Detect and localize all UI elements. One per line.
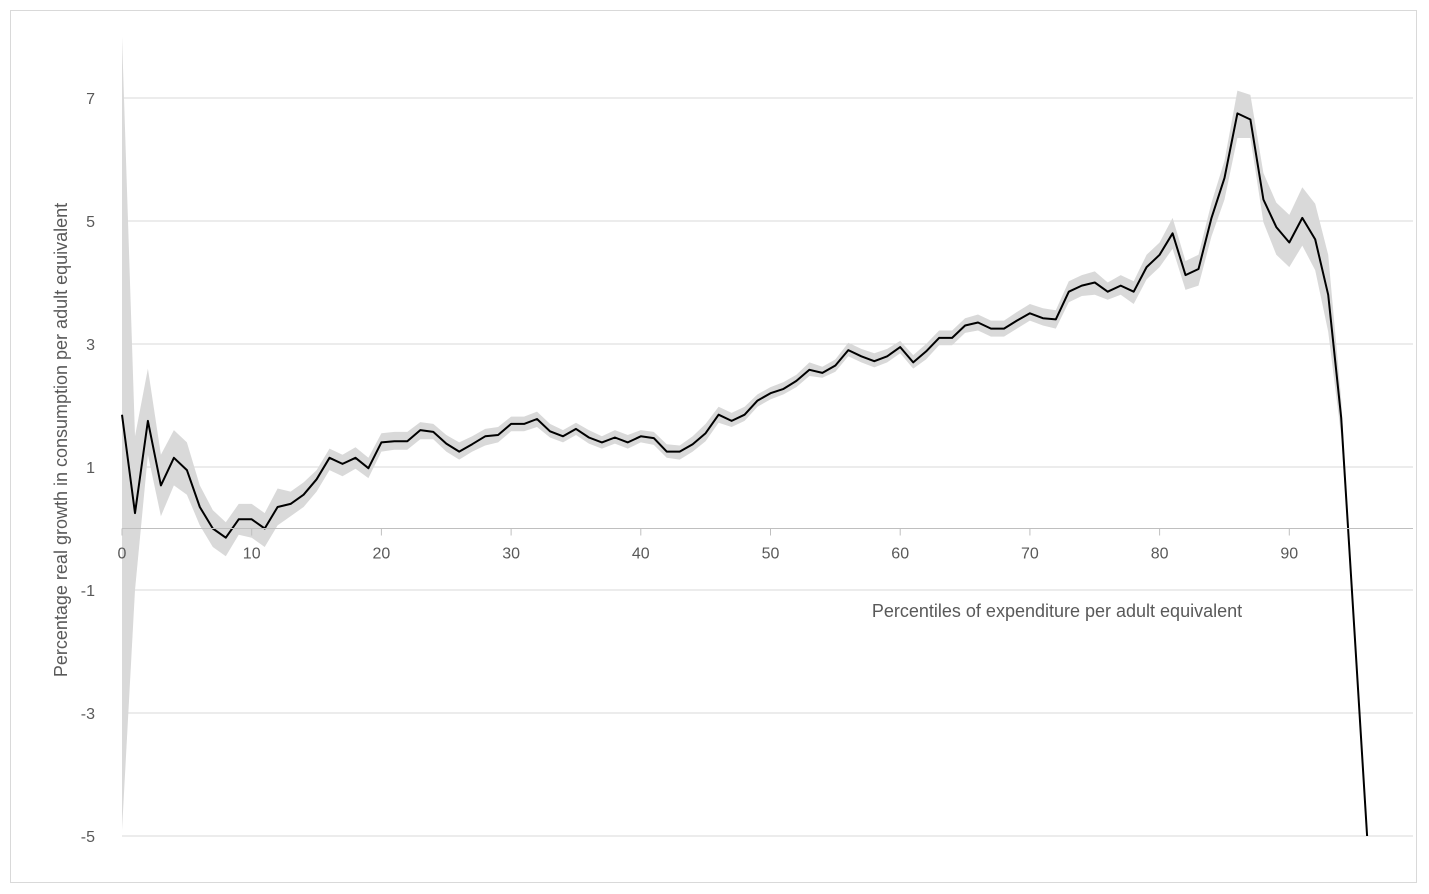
confidence-band-layer — [122, 36, 1368, 836]
x-tick-label-1: 10 — [243, 546, 261, 563]
grid-lines — [122, 97, 1413, 837]
y-tick-label-6: -5 — [81, 829, 95, 846]
x-tick-label-9: 90 — [1280, 546, 1298, 563]
y-tick-label-3: 1 — [86, 460, 95, 477]
y-axis-title: Percentage real growth in consumption pe… — [51, 203, 71, 677]
y-tick-label-4: -1 — [81, 583, 95, 600]
y-tick-label-5: -3 — [81, 706, 95, 723]
x-tick-label-2: 20 — [373, 546, 391, 563]
chart-frame — [10, 10, 1417, 883]
x-axis-title: Percentiles of expenditure per adult equ… — [872, 601, 1242, 621]
x-tick-label-4: 40 — [632, 546, 650, 563]
x-tick-label-5: 50 — [762, 546, 780, 563]
x-tick-label-6: 60 — [891, 546, 909, 563]
y-tick-label-1: 5 — [86, 214, 95, 231]
x-tick-label-7: 70 — [1021, 546, 1039, 563]
x-tick-label-0: 0 — [118, 546, 127, 563]
y-tick-labels: 7 5 3 1 -1 -3 -5 — [81, 91, 95, 846]
y-tick-label-2: 3 — [86, 337, 95, 354]
growth-line — [121, 112, 1369, 837]
x-tick-labels: 0 10 20 30 40 50 60 70 80 90 — [118, 546, 1299, 563]
y-tick-label-0: 7 — [86, 91, 95, 108]
confidence-band — [122, 36, 1368, 836]
series-line-layer — [121, 112, 1369, 837]
x-tick-label-3: 30 — [502, 546, 520, 563]
x-tick-label-8: 80 — [1151, 546, 1169, 563]
x-axis — [121, 528, 1413, 536]
